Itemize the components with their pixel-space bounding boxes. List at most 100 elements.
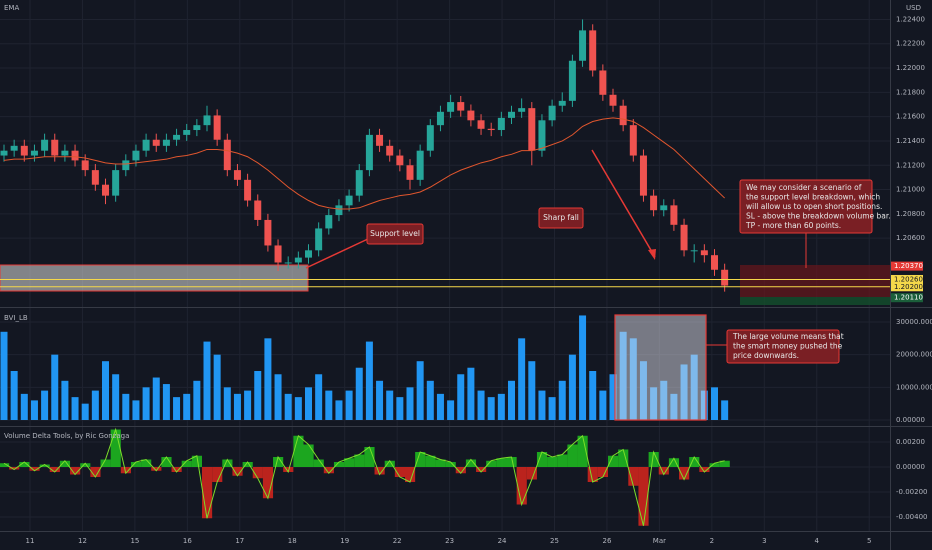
candle-body <box>284 262 292 264</box>
delta-fill <box>557 454 568 467</box>
price-tag <box>891 293 923 303</box>
volume-bar <box>528 361 536 421</box>
volume-bar <box>609 374 617 421</box>
callout <box>538 207 584 229</box>
candle-body <box>548 105 556 121</box>
delta-fill <box>212 467 223 482</box>
candle-body <box>61 150 69 156</box>
volume-bar <box>254 370 262 421</box>
delta-fill <box>587 467 598 482</box>
candle-body <box>20 145 28 156</box>
y-tick-label: -0.00200 <box>896 488 927 496</box>
candle-body <box>10 145 18 151</box>
volume-bar <box>213 354 221 421</box>
delta-fill <box>252 467 263 479</box>
candle-body <box>51 139 59 156</box>
delta-fill <box>202 467 213 519</box>
delta-fill <box>699 467 710 472</box>
volume-bar <box>518 338 526 421</box>
delta-fill <box>354 454 365 467</box>
candle-body <box>244 179 252 201</box>
candle-body <box>254 200 262 220</box>
volume-bar <box>162 384 170 421</box>
candle-body <box>102 184 109 196</box>
volume-bar <box>91 390 99 421</box>
delta-fill <box>526 467 537 480</box>
volume-bar <box>599 390 607 421</box>
volume-bar <box>426 380 434 421</box>
x-tick-label: 12 <box>78 537 87 545</box>
delta-fill <box>536 452 548 467</box>
delta-fill <box>719 460 730 467</box>
volume-bar <box>244 390 252 421</box>
volume-bar <box>264 338 272 421</box>
delta-fill <box>384 460 395 467</box>
candle-body <box>71 150 79 161</box>
delta-fill <box>0 463 10 467</box>
volume-bar <box>274 374 282 421</box>
delta-fill <box>171 467 182 472</box>
annotation: Support level <box>370 229 420 238</box>
candle-body <box>376 134 384 146</box>
candle-body <box>518 108 526 112</box>
candle-body <box>365 134 373 171</box>
delta-line <box>3 427 725 526</box>
delta-fill <box>293 435 304 467</box>
volume-bar <box>173 397 181 421</box>
volume-bar <box>315 374 323 421</box>
delta-fill <box>668 458 680 467</box>
volume-bar <box>142 387 150 421</box>
price-tag-label: 1.20260 <box>894 275 923 283</box>
y-tick-label: 1.22200 <box>896 40 925 48</box>
delta-fill <box>597 467 608 477</box>
volume-highlight <box>614 314 707 421</box>
candle-body <box>294 257 302 263</box>
x-tick-label: 11 <box>26 537 35 545</box>
candle-body <box>132 150 140 161</box>
candle-body <box>639 155 647 196</box>
candle-body <box>538 120 546 151</box>
volume-bar <box>538 390 546 421</box>
note-line: price downwards. <box>733 351 799 360</box>
x-tick-label: 2 <box>710 537 714 545</box>
arrow <box>305 237 371 269</box>
reward-zone <box>740 297 890 305</box>
candle-body <box>711 255 718 270</box>
y-tick-label: 1.20600 <box>896 234 925 242</box>
candle-body <box>599 70 607 95</box>
delta-fill <box>486 460 497 467</box>
volume-bar <box>447 400 455 421</box>
delta-fill <box>232 467 243 476</box>
candle-body <box>406 165 414 180</box>
x-tick-label: 22 <box>393 537 402 545</box>
y-tick-label: 1.22000 <box>896 64 925 72</box>
delta-fill <box>9 467 20 470</box>
note-line: We may consider a scenario of <box>746 183 862 192</box>
delta-fill <box>283 467 294 472</box>
delta-fill <box>130 462 142 467</box>
volume-bar <box>416 361 424 421</box>
volume-bar <box>284 393 292 421</box>
delta-fill <box>364 447 375 467</box>
price-tag-label: 1.20200 <box>894 283 923 291</box>
candle-body <box>619 105 627 126</box>
delta-fill <box>567 444 578 467</box>
y-tick-label: 1.21600 <box>896 113 925 121</box>
panel-title: BVI_LB <box>4 314 28 322</box>
candle-body <box>650 195 658 211</box>
volume-bar <box>325 390 333 421</box>
x-tick-label: 25 <box>550 537 559 545</box>
delta-fill <box>39 464 50 467</box>
candle-body <box>112 170 120 196</box>
candle-body <box>213 115 221 140</box>
candle-body <box>558 100 566 106</box>
note-line: SL - above the breakdown volume bar. <box>746 212 891 221</box>
delta-fill <box>70 467 81 475</box>
candle-body <box>173 134 181 140</box>
volume-bar <box>345 390 353 421</box>
candle-body <box>203 115 211 126</box>
candle-body <box>680 224 688 251</box>
volume-bar <box>0 331 8 421</box>
delta-fill <box>100 459 111 467</box>
